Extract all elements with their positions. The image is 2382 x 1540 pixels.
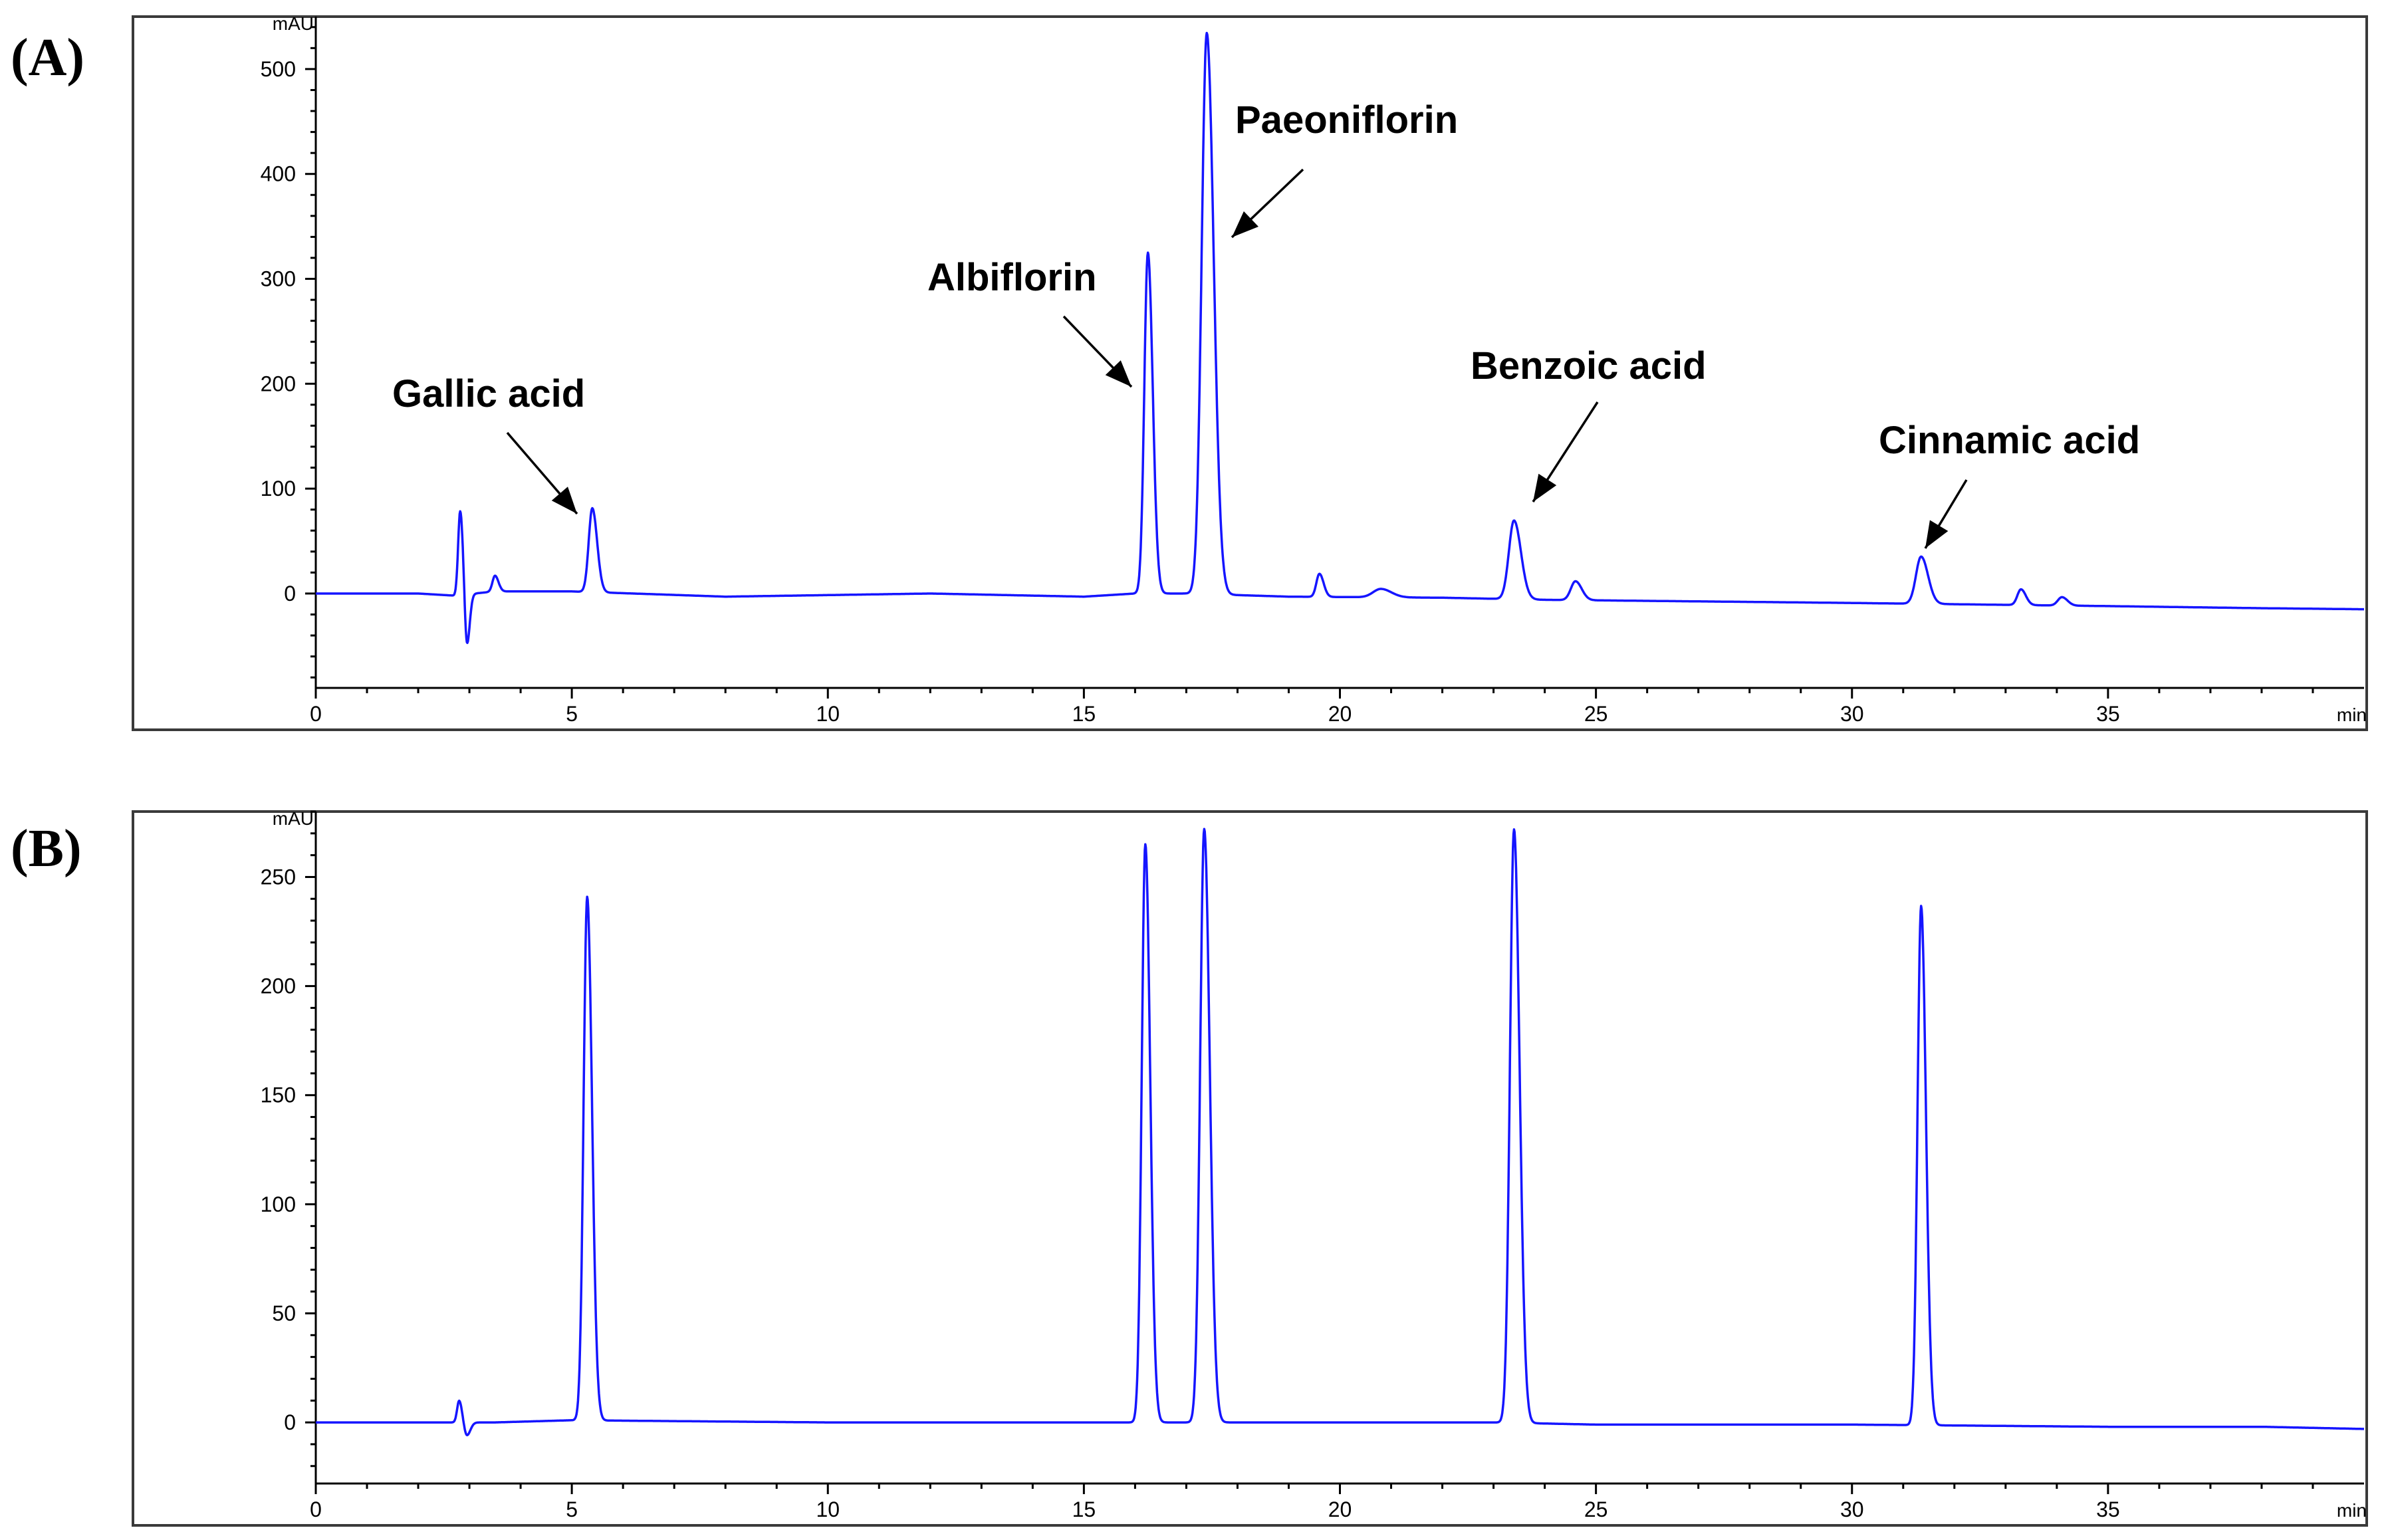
y-tick-label: 200 bbox=[261, 372, 296, 395]
y-unit-label: mAU bbox=[273, 13, 314, 34]
plot-frame bbox=[132, 810, 2368, 1527]
y-tick-label: 500 bbox=[261, 57, 296, 81]
peak-annotation: Paeoniflorin bbox=[1235, 98, 1458, 142]
y-tick-label: 100 bbox=[261, 1192, 296, 1216]
x-tick-label: 0 bbox=[310, 702, 322, 726]
x-tick-label: 5 bbox=[566, 702, 578, 726]
panel-label-b: (B) bbox=[11, 820, 82, 878]
x-tick-label: 20 bbox=[1328, 1497, 1352, 1521]
annotation-arrowhead bbox=[1105, 360, 1131, 387]
x-tick-label: 25 bbox=[1584, 702, 1608, 726]
x-tick-label: 10 bbox=[816, 1497, 840, 1521]
annotation-arrowhead bbox=[1232, 211, 1258, 237]
y-tick-label: 300 bbox=[261, 267, 296, 291]
peak-annotation: Benzoic acid bbox=[1471, 344, 1707, 387]
x-tick-label: 25 bbox=[1584, 1497, 1608, 1521]
x-tick-label: 30 bbox=[1840, 702, 1864, 726]
x-tick-label: 0 bbox=[310, 1497, 322, 1521]
x-tick-label: 10 bbox=[816, 702, 840, 726]
x-tick-label: 20 bbox=[1328, 702, 1352, 726]
y-tick-label: 150 bbox=[261, 1083, 296, 1107]
y-tick-label: 250 bbox=[261, 865, 296, 889]
x-tick-label: 35 bbox=[2096, 1497, 2120, 1521]
peak-annotation: Cinnamic acid bbox=[1879, 419, 2140, 462]
panel-label-a: (A) bbox=[11, 29, 85, 87]
y-tick-label: 0 bbox=[284, 582, 296, 605]
x-tick-label: 15 bbox=[1072, 702, 1096, 726]
annotation-arrowhead bbox=[1925, 520, 1949, 548]
y-tick-label: 200 bbox=[261, 974, 296, 998]
x-tick-label: 35 bbox=[2096, 702, 2120, 726]
x-tick-label: 15 bbox=[1072, 1497, 1096, 1521]
x-unit-label: min bbox=[2337, 705, 2367, 725]
annotation-arrowhead bbox=[551, 487, 577, 514]
chromatogram-trace bbox=[315, 31, 2365, 645]
plot-frame bbox=[132, 15, 2368, 731]
y-unit-label: mAU bbox=[273, 808, 314, 829]
y-tick-label: 400 bbox=[261, 162, 296, 186]
x-unit-label: min bbox=[2337, 1500, 2367, 1521]
y-tick-label: 50 bbox=[272, 1301, 296, 1325]
peak-annotation: Albiflorin bbox=[927, 256, 1097, 299]
x-tick-label: 5 bbox=[566, 1497, 578, 1521]
chromatogram-trace bbox=[315, 827, 2365, 1436]
y-tick-label: 100 bbox=[261, 477, 296, 500]
annotation-arrowhead bbox=[1533, 473, 1557, 502]
chromatogram-b: 0 5 10 15 20 25 30 35 min 0 50 100 150 200 250 mAU bbox=[132, 808, 2368, 1527]
chromatogram-a: 0 5 10 15 20 25 30 35 min 0 100 200 300 400 500 mAU Gall… bbox=[132, 13, 2368, 731]
x-tick-label: 30 bbox=[1840, 1497, 1864, 1521]
peak-annotation: Gallic acid bbox=[392, 372, 585, 415]
y-tick-label: 0 bbox=[284, 1410, 296, 1434]
